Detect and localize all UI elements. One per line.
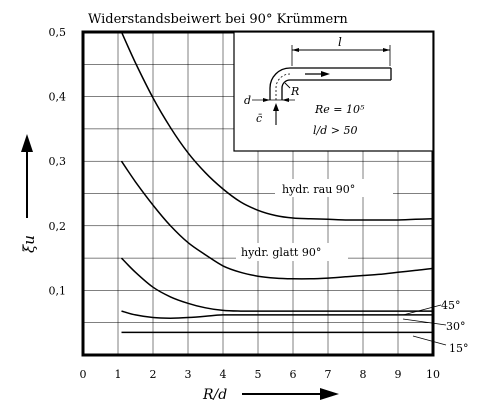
- series-line-0: [120, 31, 434, 221]
- c-arrow-head: [273, 103, 279, 111]
- pipe-bend-outer: [269, 67, 391, 100]
- l-arrow-right: [383, 48, 390, 52]
- y-axis-label: ξu: [20, 235, 38, 253]
- d-arrow-right: [282, 98, 289, 102]
- r-label: R: [290, 85, 299, 98]
- series-label-15: 15°: [449, 342, 469, 355]
- d-arrow-left: [263, 98, 270, 102]
- series-label-rau: hydr. rau 90°: [282, 183, 355, 196]
- series-label-30: 30°: [446, 320, 466, 333]
- l-label: l: [338, 35, 342, 49]
- y-tick-label: 0,2: [49, 220, 67, 233]
- x-tick-label: 0: [80, 368, 87, 381]
- series-label-glatt: hydr. glatt 90°: [241, 246, 321, 259]
- x-tick-label: 4: [220, 368, 227, 381]
- leader-15: [412, 335, 447, 346]
- d-label: d: [244, 94, 251, 107]
- x-tick-label: 10: [426, 368, 440, 381]
- series-label-45: 45°: [441, 299, 461, 312]
- y-tick-label: 0,4: [49, 91, 67, 104]
- y-axis-label-group: ξu: [20, 134, 38, 253]
- x-tick-label: 3: [185, 368, 192, 381]
- x-axis-label-group: R/d: [202, 387, 339, 403]
- series-curves: [120, 31, 434, 334]
- x-tick-label: 1: [115, 368, 122, 381]
- pipe-centerline: [275, 73, 291, 100]
- pipe-bend-inner: [281, 79, 391, 100]
- y-axis-arrow-head: [21, 134, 33, 152]
- rau-label-bg: [275, 179, 393, 197]
- series-line-2: [120, 257, 433, 312]
- y-tick-label: 0,5: [49, 26, 67, 39]
- x-tick-label: 2: [150, 368, 157, 381]
- ld-label: l/d > 50: [313, 124, 357, 137]
- x-tick-label: 7: [325, 368, 332, 381]
- inset-diagram: l R d c̄ Re = 10⁵ l/d > 50: [233, 31, 434, 152]
- x-tick-label: 9: [395, 368, 402, 381]
- x-axis-arrow-head: [320, 388, 339, 400]
- l-arrow-left: [292, 48, 299, 52]
- re-label: Re = 10⁵: [314, 103, 365, 116]
- flow-arrow-head: [321, 71, 330, 77]
- r-leader: [284, 82, 291, 89]
- series-line-3: [121, 310, 433, 319]
- x-tick-label: 6: [290, 368, 297, 381]
- series-line-1: [120, 160, 434, 280]
- c-label: c̄: [256, 112, 263, 125]
- x-axis-label: R/d: [202, 387, 227, 403]
- series-labels: hydr. rau 90° hydr. glatt 90° 45° 30° 15…: [236, 179, 469, 355]
- x-tick-label: 8: [360, 368, 367, 381]
- x-tick-labels: 0 1 2 3 4 5 6 7 8 9 10: [80, 368, 441, 381]
- leader-45: [402, 304, 442, 316]
- glatt-label-bg: [236, 243, 348, 261]
- leader-30: [402, 318, 447, 326]
- y-tick-label: 0,1: [49, 284, 67, 297]
- inset-box: [233, 31, 434, 152]
- y-tick-labels: 0,1 0,2 0,3 0,4 0,5: [49, 26, 67, 297]
- chart-title: Widerstandsbeiwert bei 90° Krümmern: [88, 12, 348, 27]
- x-tick-label: 5: [255, 368, 262, 381]
- y-tick-label: 0,3: [49, 155, 67, 168]
